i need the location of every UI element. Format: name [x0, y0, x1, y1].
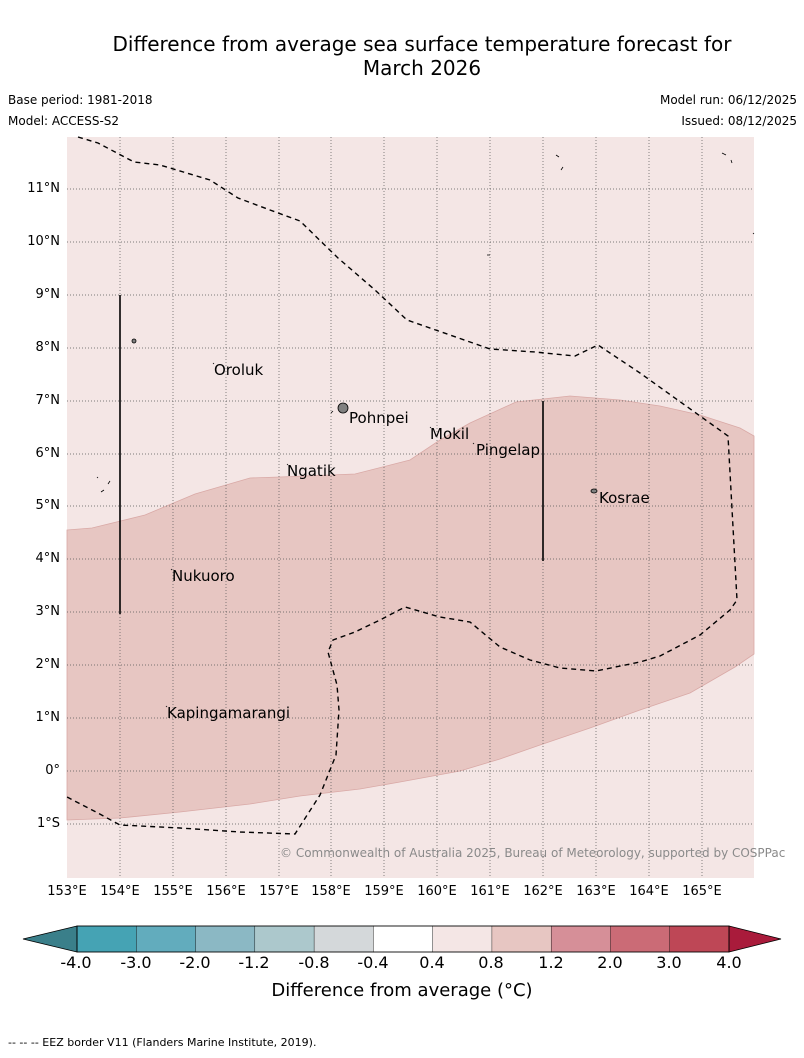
colorbar-cell-4	[313, 925, 374, 953]
cb-tick-4: -0.8	[298, 953, 330, 972]
lon-label-157e: 157°E	[259, 884, 299, 899]
copyright-notice: © Commonwealth of Australia 2025, Bureau…	[280, 846, 786, 860]
lon-label-153e: 153°E	[47, 884, 87, 899]
lat-label-8n: 8°N	[35, 340, 61, 355]
colorbar-cell-6	[432, 925, 493, 953]
title-line-2: March 2026	[362, 56, 482, 80]
colorbar-cell-10	[669, 925, 730, 953]
place-kosrae: Kosrae	[599, 489, 650, 507]
lon-label-162e: 162°E	[523, 884, 563, 899]
cb-tick-5: -0.4	[357, 953, 389, 972]
island-kosrae	[590, 488, 598, 494]
place-ngatik: Ngatik	[287, 462, 336, 480]
lat-label-9n: 9°N	[35, 287, 61, 302]
colorbar	[22, 925, 782, 953]
lat-label-0: 0°	[45, 763, 60, 778]
cb-tick-11: 4.0	[716, 953, 742, 972]
lon-label-156e: 156°E	[206, 884, 246, 899]
lat-label-5n: 5°N	[35, 498, 61, 513]
colorbar-frame	[76, 925, 730, 953]
lon-label-159e: 159°E	[364, 884, 404, 899]
colorbar-cell-7	[491, 925, 552, 953]
lat-label-6n: 6°N	[35, 446, 61, 461]
cb-tick-7: 0.8	[478, 953, 504, 972]
colorbar-high-extend	[728, 925, 782, 953]
colorbar-label: Difference from average (°C)	[271, 980, 533, 1001]
cb-tick-6: 0.4	[419, 953, 445, 972]
map-title: Difference from average sea surface temp…	[0, 32, 804, 80]
lon-label-161e: 161°E	[470, 884, 510, 899]
lon-label-160e: 160°E	[417, 884, 457, 899]
lon-label-163e: 163°E	[576, 884, 616, 899]
model-run: Model run: 06/12/2025	[659, 93, 797, 107]
cb-tick-10: 3.0	[656, 953, 682, 972]
colorbar-cell-8	[550, 925, 611, 953]
colorbar-cell-9	[610, 925, 671, 953]
cb-tick-9: 2.0	[597, 953, 623, 972]
lat-label-4n: 4°N	[35, 551, 61, 566]
base-period: Base period: 1981-2018	[8, 93, 153, 107]
model-name: Model: ACCESS-S2	[8, 114, 120, 128]
place-nukuoro: Nukuoro	[172, 567, 235, 585]
lon-label-158e: 158°E	[311, 884, 351, 899]
title-line-1: Difference from average sea surface temp…	[112, 32, 732, 56]
place-kapingamarangi: Kapingamarangi	[167, 704, 291, 722]
island-dots	[96, 152, 755, 708]
issued-date: Issued: 08/12/2025	[681, 114, 797, 128]
lat-label-2n: 2°N	[35, 657, 61, 672]
graticule	[67, 137, 754, 878]
lat-label-1s: 1°S	[36, 816, 60, 831]
colorbar-low-extend	[22, 925, 78, 953]
eez-footnote: -- -- -- EEZ border V11 (Flanders Marine…	[8, 1036, 317, 1049]
place-pingelap: Pingelap	[476, 441, 541, 459]
place-oroluk: Oroluk	[214, 361, 264, 379]
lat-label-11n: 11°N	[27, 181, 60, 196]
colorbar-cell-2	[195, 925, 256, 953]
lat-label-3n: 3°N	[35, 604, 61, 619]
colorbar-cell-3	[254, 925, 315, 953]
colorbar-cell-5	[373, 925, 434, 953]
cb-tick-0: -4.0	[60, 953, 92, 972]
colorbar-cell-0	[76, 925, 137, 953]
colorbar-cell-1	[136, 925, 197, 953]
lon-label-165e: 165°E	[682, 884, 722, 899]
lon-label-155e: 155°E	[153, 884, 193, 899]
cb-tick-1: -3.0	[120, 953, 152, 972]
lat-label-10n: 10°N	[27, 234, 60, 249]
cb-tick-3: -1.2	[238, 953, 270, 972]
place-mokil: Mokil	[430, 425, 470, 443]
cb-tick-8: 1.2	[538, 953, 564, 972]
island-speck	[131, 338, 137, 344]
island-pohnpei	[337, 402, 349, 414]
islands	[131, 338, 598, 494]
lat-label-7n: 7°N	[35, 393, 61, 408]
cb-tick-2: -2.0	[179, 953, 211, 972]
place-pohnpei: Pohnpei	[349, 409, 409, 427]
lon-label-164e: 164°E	[629, 884, 669, 899]
lon-label-154e: 154°E	[100, 884, 140, 899]
lat-label-1n: 1°N	[35, 710, 61, 725]
